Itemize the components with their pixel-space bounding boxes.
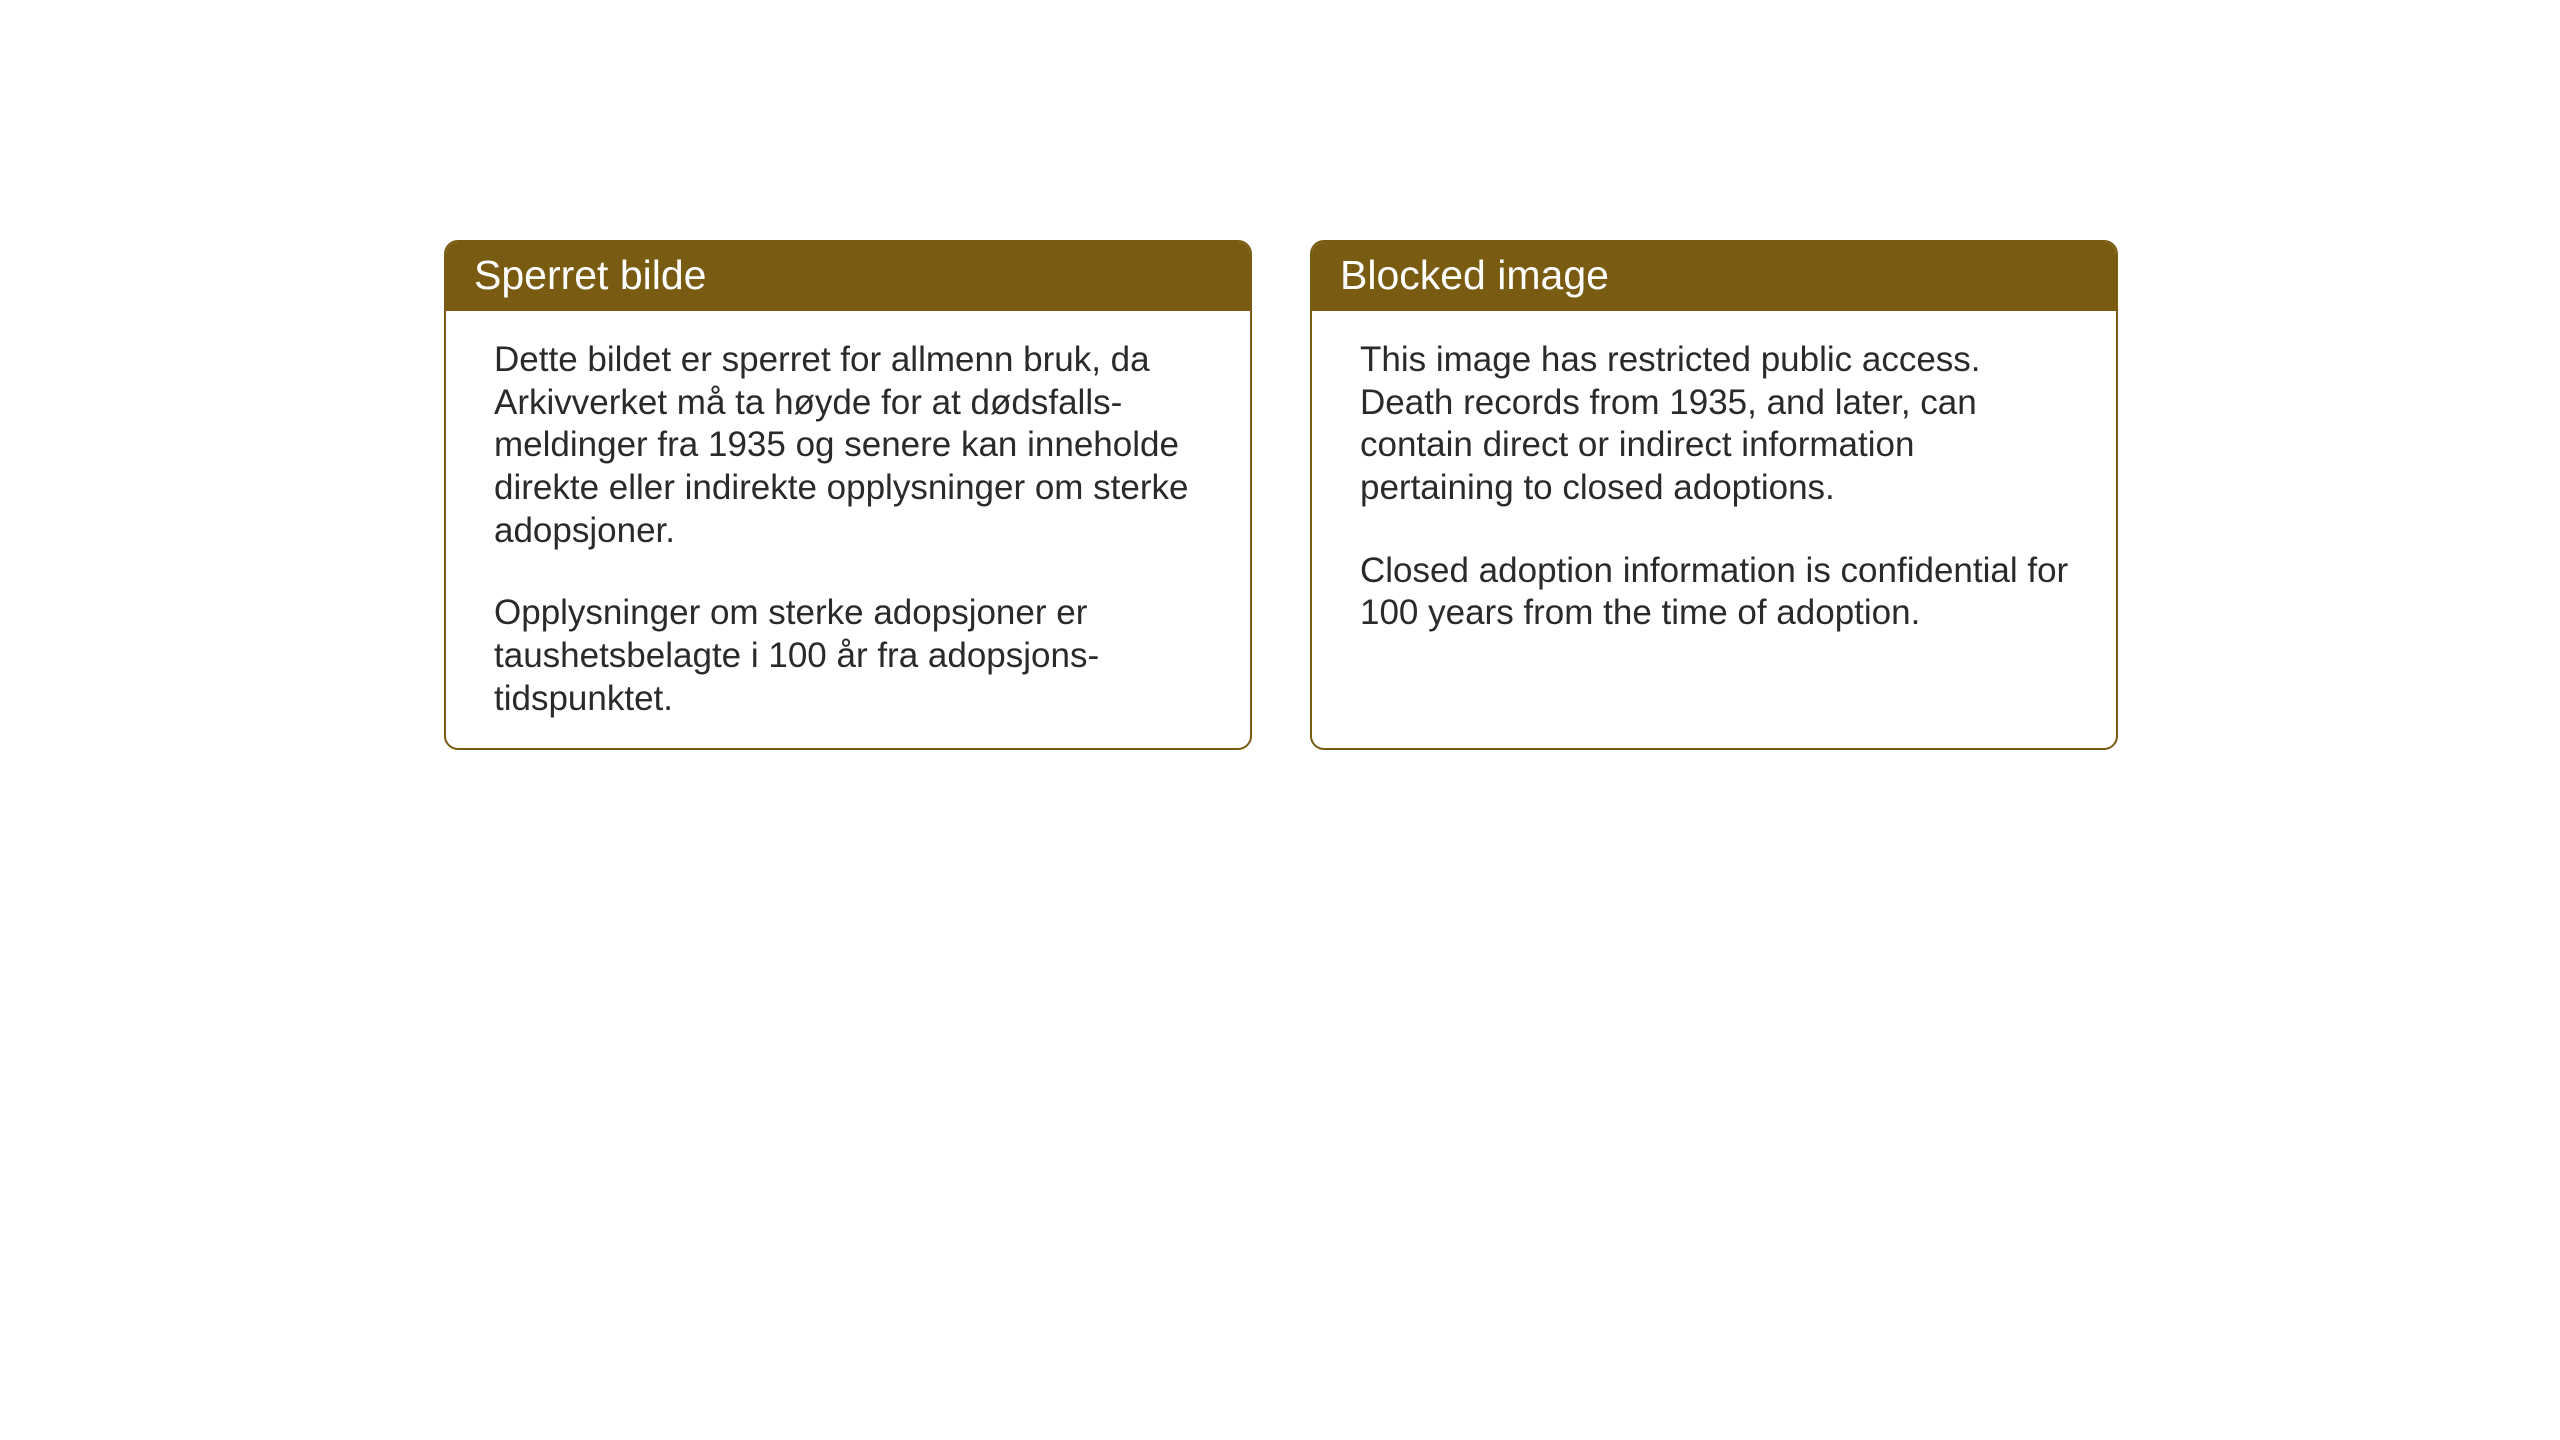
- card-norwegian: Sperret bilde Dette bildet er sperret fo…: [444, 240, 1252, 750]
- card-body-english: This image has restricted public access.…: [1312, 311, 2116, 663]
- card-paragraph1-english: This image has restricted public access.…: [1360, 339, 2076, 510]
- card-header-norwegian: Sperret bilde: [446, 242, 1250, 311]
- cards-container: Sperret bilde Dette bildet er sperret fo…: [444, 240, 2118, 750]
- card-paragraph1-norwegian: Dette bildet er sperret for allmenn bruk…: [494, 339, 1210, 552]
- card-english: Blocked image This image has restricted …: [1310, 240, 2118, 750]
- card-paragraph2-norwegian: Opplysninger om sterke adopsjoner er tau…: [494, 592, 1210, 720]
- card-header-english: Blocked image: [1312, 242, 2116, 311]
- card-paragraph2-english: Closed adoption information is confident…: [1360, 550, 2076, 635]
- card-body-norwegian: Dette bildet er sperret for allmenn bruk…: [446, 311, 1250, 749]
